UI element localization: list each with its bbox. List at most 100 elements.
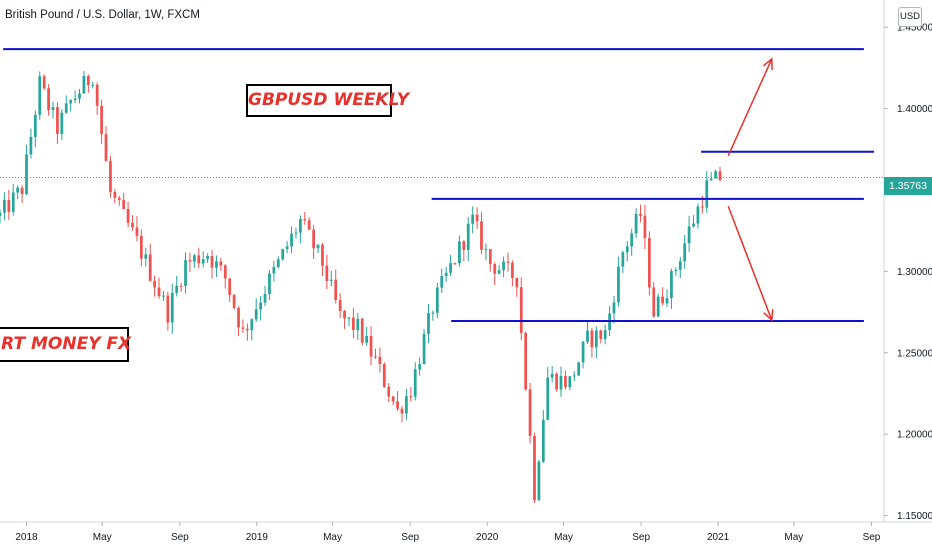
candle-body [665, 298, 669, 304]
candle-body [396, 401, 399, 409]
projection-arrow-line [727, 58, 773, 157]
candle-body [285, 246, 289, 250]
x-tick-label: May [784, 532, 803, 543]
candle-body [73, 98, 77, 101]
candle-body [705, 180, 709, 208]
candle-body [652, 287, 656, 317]
currency-button[interactable]: USD [898, 7, 922, 27]
candle-body [104, 134, 108, 162]
candle-body [617, 266, 620, 303]
candle-body [117, 197, 121, 200]
candle-body [387, 386, 391, 397]
candle-body [170, 292, 174, 323]
candle-body [197, 255, 201, 264]
x-tick-label: Sep [632, 532, 650, 543]
x-tick-label: Sep [401, 532, 419, 543]
x-tick-label: Sep [171, 532, 189, 543]
candle-body [625, 246, 629, 253]
candle-body [374, 356, 377, 358]
candle-body [365, 335, 369, 343]
candle-body [391, 396, 395, 402]
candle-body [223, 265, 227, 279]
candle-body [466, 223, 470, 250]
candle-body [33, 114, 37, 137]
projection-arrows [727, 57, 774, 322]
candle-body [179, 285, 183, 287]
candle-body [599, 330, 603, 340]
candle-body [259, 302, 262, 310]
candle-body [16, 187, 20, 193]
candle-body [484, 249, 488, 251]
candle-body [413, 369, 417, 397]
candle-body [0, 212, 2, 217]
candle-body [246, 328, 249, 331]
candle-body [440, 276, 444, 288]
x-tick-label: May [554, 532, 573, 543]
candle-body [400, 408, 404, 414]
candle-body [444, 272, 448, 277]
candle-body [148, 254, 152, 281]
candle-body [559, 375, 563, 390]
candle-body [11, 192, 15, 212]
candlestick-series [0, 71, 722, 504]
candle-body [555, 373, 558, 390]
brand-label: ART MONEY FX [0, 327, 131, 362]
candle-body [25, 154, 28, 194]
horizontal-levels [3, 48, 874, 323]
candle-body [60, 112, 64, 134]
candle-body [38, 76, 42, 115]
candle-body [634, 213, 638, 234]
candle-body [537, 461, 541, 501]
candle-body [51, 107, 55, 110]
candle-body [321, 244, 324, 266]
candle-body [184, 260, 187, 286]
current-price-badge: 1.35763 [884, 177, 932, 195]
candle-body [533, 435, 536, 501]
candle-body [378, 356, 382, 365]
candle-body [325, 265, 329, 281]
candle-body [215, 261, 218, 268]
candle-body [458, 241, 461, 264]
y-tick-label: 1.15000 [897, 511, 932, 522]
candle-body [435, 287, 439, 313]
candle-body [506, 261, 510, 263]
candle-body [47, 88, 50, 110]
candle-body [612, 302, 616, 314]
candle-body [519, 287, 523, 334]
candle-body [502, 261, 505, 271]
candle-body [250, 319, 254, 331]
candle-body [674, 269, 678, 272]
candle-body [232, 294, 236, 308]
candle-body [153, 280, 156, 288]
candle-body [528, 389, 532, 436]
y-tick-label: 1.30000 [897, 267, 932, 278]
candle-body [42, 76, 46, 89]
candle-body [462, 241, 466, 250]
candle-body [299, 218, 302, 233]
candle-body [431, 312, 435, 314]
candle-body [219, 261, 223, 266]
candle-body [488, 249, 492, 264]
candle-body [422, 333, 426, 365]
x-tick-label: 2019 [246, 532, 269, 543]
candle-body [3, 199, 6, 213]
candle-body [714, 171, 717, 179]
candle-body [294, 232, 298, 234]
candle-body [347, 317, 351, 319]
candle-body [206, 256, 209, 260]
candle-body [122, 199, 126, 210]
candle-body [268, 273, 271, 295]
candle-body [493, 263, 497, 274]
candle-body [449, 263, 452, 273]
candle-body [427, 313, 430, 334]
candle-body [69, 100, 73, 104]
candle-body [515, 277, 519, 288]
candle-body [572, 375, 576, 377]
candle-body [131, 222, 134, 228]
y-tick-label: 1.45000 [897, 23, 932, 34]
y-tick-label: 1.20000 [897, 430, 932, 441]
candle-body [166, 295, 170, 323]
candle-body [405, 396, 408, 414]
candle-body [541, 419, 545, 462]
